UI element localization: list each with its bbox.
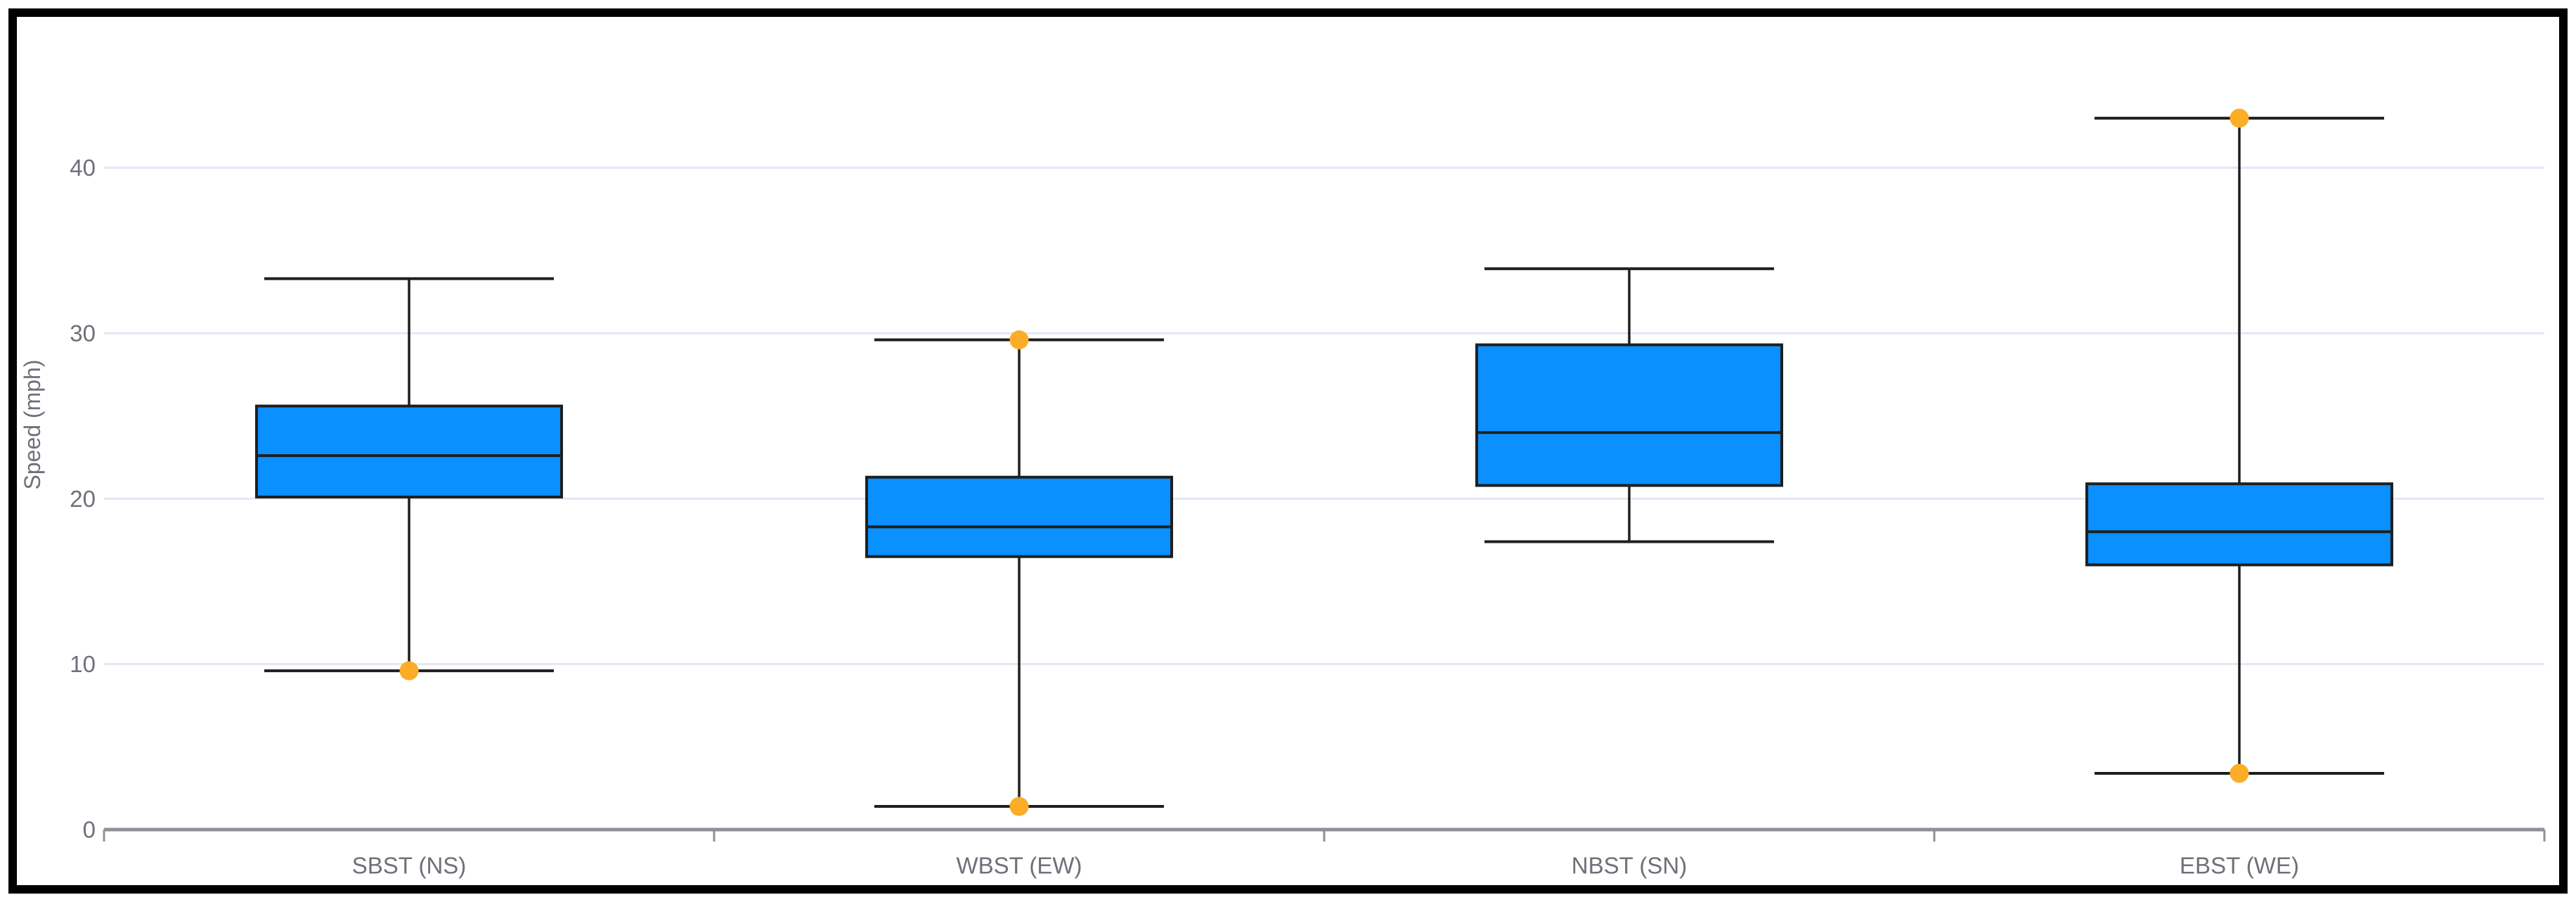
y-tick-label-10: 10 xyxy=(70,651,96,677)
box-ebst-we[interactable] xyxy=(2085,482,2393,567)
box-nbst-sn[interactable] xyxy=(1475,343,1783,487)
plot-layer xyxy=(255,108,2393,816)
outlier-dot-ebst-we-0[interactable] xyxy=(2229,108,2249,128)
y-tick-label-0: 0 xyxy=(83,817,96,843)
y-axis-title: Speed (mph) xyxy=(20,360,45,490)
box-sbst-ns[interactable] xyxy=(255,404,563,498)
y-tick-label-20: 20 xyxy=(70,486,96,512)
x-category-label-nbst-sn: NBST (SN) xyxy=(1572,853,1687,879)
outlier-dot-wbst-ew-0[interactable] xyxy=(1009,330,1029,349)
y-tick-label-30: 30 xyxy=(70,321,96,347)
x-category-label-sbst-ns: SBST (NS) xyxy=(352,853,467,879)
y-tick-label-40: 40 xyxy=(70,155,96,181)
outlier-dot-wbst-ew-1[interactable] xyxy=(1009,797,1029,816)
axis-layer: 0 10 20 30 40 SBST (NS) WBST (EW) NBST (SN) EBST… xyxy=(70,155,2546,879)
outlier-dot-sbst-ns-0[interactable] xyxy=(399,661,419,681)
x-category-label-wbst-ew: WBST (EW) xyxy=(956,853,1082,879)
box-wbst-ew[interactable] xyxy=(865,475,1173,558)
outlier-dot-ebst-we-1[interactable] xyxy=(2229,764,2249,783)
outer-frame-border xyxy=(8,8,2568,894)
x-category-label-ebst-we: EBST (WE) xyxy=(2180,853,2299,879)
